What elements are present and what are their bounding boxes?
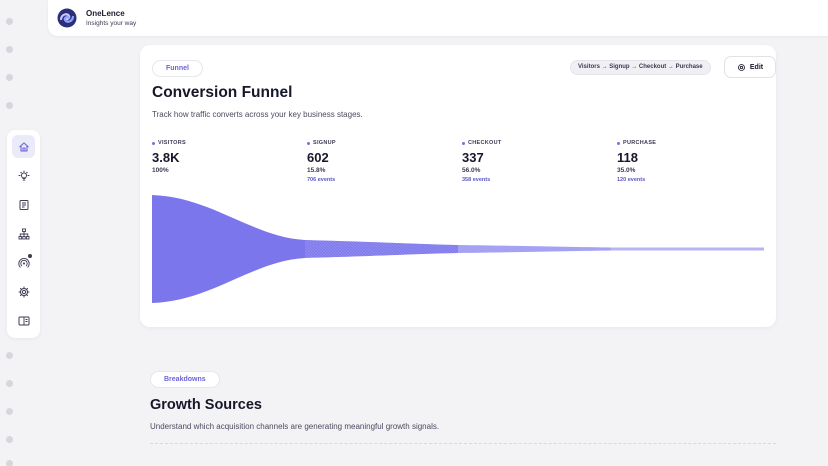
stage-value: 337 <box>462 150 484 165</box>
funnel-chart <box>152 195 764 303</box>
stage-label: VISITORS <box>158 140 186 146</box>
sidebar-item-home[interactable] <box>12 135 35 158</box>
edit-button-label: Edit <box>749 63 764 71</box>
section-divider <box>150 443 776 444</box>
sidebar-item-insights[interactable] <box>12 164 35 187</box>
stage-label: CHECKOUT <box>468 140 502 146</box>
funnel-segment-purchase[interactable] <box>611 247 764 251</box>
stage-percent: 15.8% <box>307 167 326 174</box>
stage-dot <box>152 141 155 145</box>
stage-purchase: PURCHASE 118 35.0% 120 events <box>617 140 767 183</box>
edit-button[interactable]: Edit <box>724 56 776 78</box>
stage-events: 120 events <box>617 177 646 183</box>
home-icon <box>18 141 29 152</box>
stage-signup: SIGNUP 602 15.8% 706 events <box>307 140 457 183</box>
funnel-path-chip[interactable]: Visitors → Signup → Checkout → Purchase <box>570 60 711 75</box>
brand-logo-icon[interactable] <box>57 8 77 28</box>
funnel-segment-checkout[interactable] <box>458 245 611 253</box>
hierarchy-icon <box>18 228 29 239</box>
stage-value: 602 <box>307 150 329 165</box>
page-subtitle: Track how traffic converts across your k… <box>152 110 363 119</box>
broadcast-icon <box>17 257 30 268</box>
section-subtitle: Understand which acquisition channels ar… <box>150 422 440 431</box>
panel-icon <box>18 316 29 325</box>
top-header: OneLence Insights your way <box>48 0 828 36</box>
funnel-segment-visitors[interactable] <box>152 195 305 303</box>
stage-visitors: VISITORS 3.8K 100% <box>152 140 302 174</box>
sidebar-item-structure[interactable] <box>12 222 35 245</box>
sidebar-item-reports[interactable] <box>12 193 35 216</box>
funnel-pill: Funnel <box>152 60 203 77</box>
brand-name: OneLence <box>86 9 125 18</box>
stage-events: 706 events <box>307 177 336 183</box>
stage-dot <box>617 141 620 145</box>
stage-dot <box>307 141 310 145</box>
breakdowns-pill: Breakdowns <box>150 371 220 388</box>
sidebar-nav <box>7 130 40 338</box>
document-icon <box>19 199 28 210</box>
sidebar-item-settings[interactable] <box>12 280 35 303</box>
brand-tagline: Insights your way <box>86 20 137 27</box>
gear-icon <box>18 286 29 297</box>
section-title: Growth Sources <box>150 397 262 413</box>
stage-label: PURCHASE <box>623 140 657 146</box>
sidebar-item-signals[interactable] <box>12 251 35 274</box>
gear-icon <box>737 63 745 71</box>
page-title: Conversion Funnel <box>152 84 293 101</box>
funnel-segment-signup[interactable] <box>305 240 458 258</box>
stage-value: 118 <box>617 150 638 165</box>
stage-checkout: CHECKOUT 337 56.0% 358 events <box>462 140 612 183</box>
sidebar-item-layout[interactable] <box>12 309 35 332</box>
notification-dot <box>28 254 32 258</box>
left-rail-dots <box>6 8 14 466</box>
stage-percent: 100% <box>152 167 169 174</box>
stage-dot <box>462 141 465 145</box>
stage-value: 3.8K <box>152 150 180 165</box>
stage-events: 358 events <box>462 177 491 183</box>
funnel-card: Funnel Visitors → Signup → Checkout → Pu… <box>140 45 776 327</box>
stage-percent: 56.0% <box>462 167 481 174</box>
lightbulb-icon <box>18 170 29 180</box>
stage-percent: 35.0% <box>617 167 636 174</box>
stage-label: SIGNUP <box>313 140 336 146</box>
